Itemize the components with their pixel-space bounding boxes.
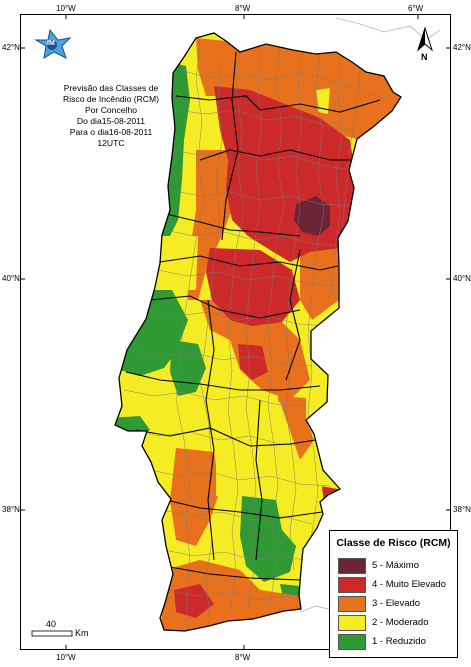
lat-label-right-40n: 40°N xyxy=(453,274,471,283)
lon-label-bottom-8w: 8°W xyxy=(235,653,251,662)
lon-label-bottom-10w: 10°W xyxy=(56,653,76,662)
north-label: N xyxy=(421,52,428,62)
lat-label-left-42n: 42°N xyxy=(2,43,20,52)
risk-zone-very-high-algarve xyxy=(174,584,214,618)
legend-swatch xyxy=(338,558,366,574)
lon-label-top-8w: 8°W xyxy=(235,4,251,13)
legend-title: Classe de Risco (RCM) xyxy=(336,537,451,549)
lon-label-top-6w: 6°W xyxy=(408,4,424,13)
north-arrow xyxy=(416,26,434,52)
district-borders xyxy=(125,51,381,581)
lat-label-right-42n: 42°N xyxy=(453,43,471,52)
scale-unit: Km xyxy=(75,628,89,638)
portugal-outline xyxy=(114,32,402,632)
legend-label: 2 - Moderado xyxy=(372,617,429,628)
lon-label-top-10w: 10°W xyxy=(56,4,76,13)
title-line-1: Previsão das Classes de xyxy=(63,83,159,93)
risk-zone-elevated-beira xyxy=(300,240,339,320)
lat-label-right-38n: 38°N xyxy=(453,505,471,514)
title-line-5: Para o dia16-08-2011 xyxy=(69,127,153,137)
title-line-6: 12UTC xyxy=(97,138,125,148)
risk-zone-elevated-north xyxy=(196,38,401,139)
legend-swatch xyxy=(338,634,366,650)
legend-swatch xyxy=(338,596,366,612)
title-line-2: Risco de Incêndio (RCM) xyxy=(63,94,159,104)
municipal-borders xyxy=(123,39,391,631)
risk-zone-moderate-coast xyxy=(168,236,198,290)
risk-zone-reduced-alentejo xyxy=(240,496,296,582)
im-logo-icon xyxy=(34,28,72,59)
lat-label-left-40n: 40°N xyxy=(2,274,20,283)
risk-zone-moderate-alentejo xyxy=(216,400,326,550)
graticule-ticks xyxy=(20,14,451,650)
title-line-4: Do dia15-08-2011 xyxy=(76,116,146,126)
scale-bar xyxy=(31,630,73,637)
legend-label: 5 - Máximo xyxy=(372,560,419,571)
legend: Classe de Risco (RCM) 5 - Máximo 4 - Mui… xyxy=(329,530,458,658)
title-line-3: Por Concelho xyxy=(84,105,138,115)
risk-zone-very-high-tagus xyxy=(238,344,268,380)
legend-label: 1 - Reduzido xyxy=(372,636,426,647)
map-title: Previsão das Classes de Risco de Incêndi… xyxy=(52,83,170,149)
lat-label-left-38n: 38°N xyxy=(2,505,20,514)
legend-swatch xyxy=(338,615,366,631)
legend-swatch xyxy=(338,577,366,593)
scale-value: 40 xyxy=(46,619,57,629)
legend-label: 3 - Elevado xyxy=(372,598,421,609)
risk-zone-very-high-centre xyxy=(206,248,300,326)
legend-label: 4 - Muito Elevado xyxy=(372,579,446,590)
logo-label: IM xyxy=(47,40,55,47)
